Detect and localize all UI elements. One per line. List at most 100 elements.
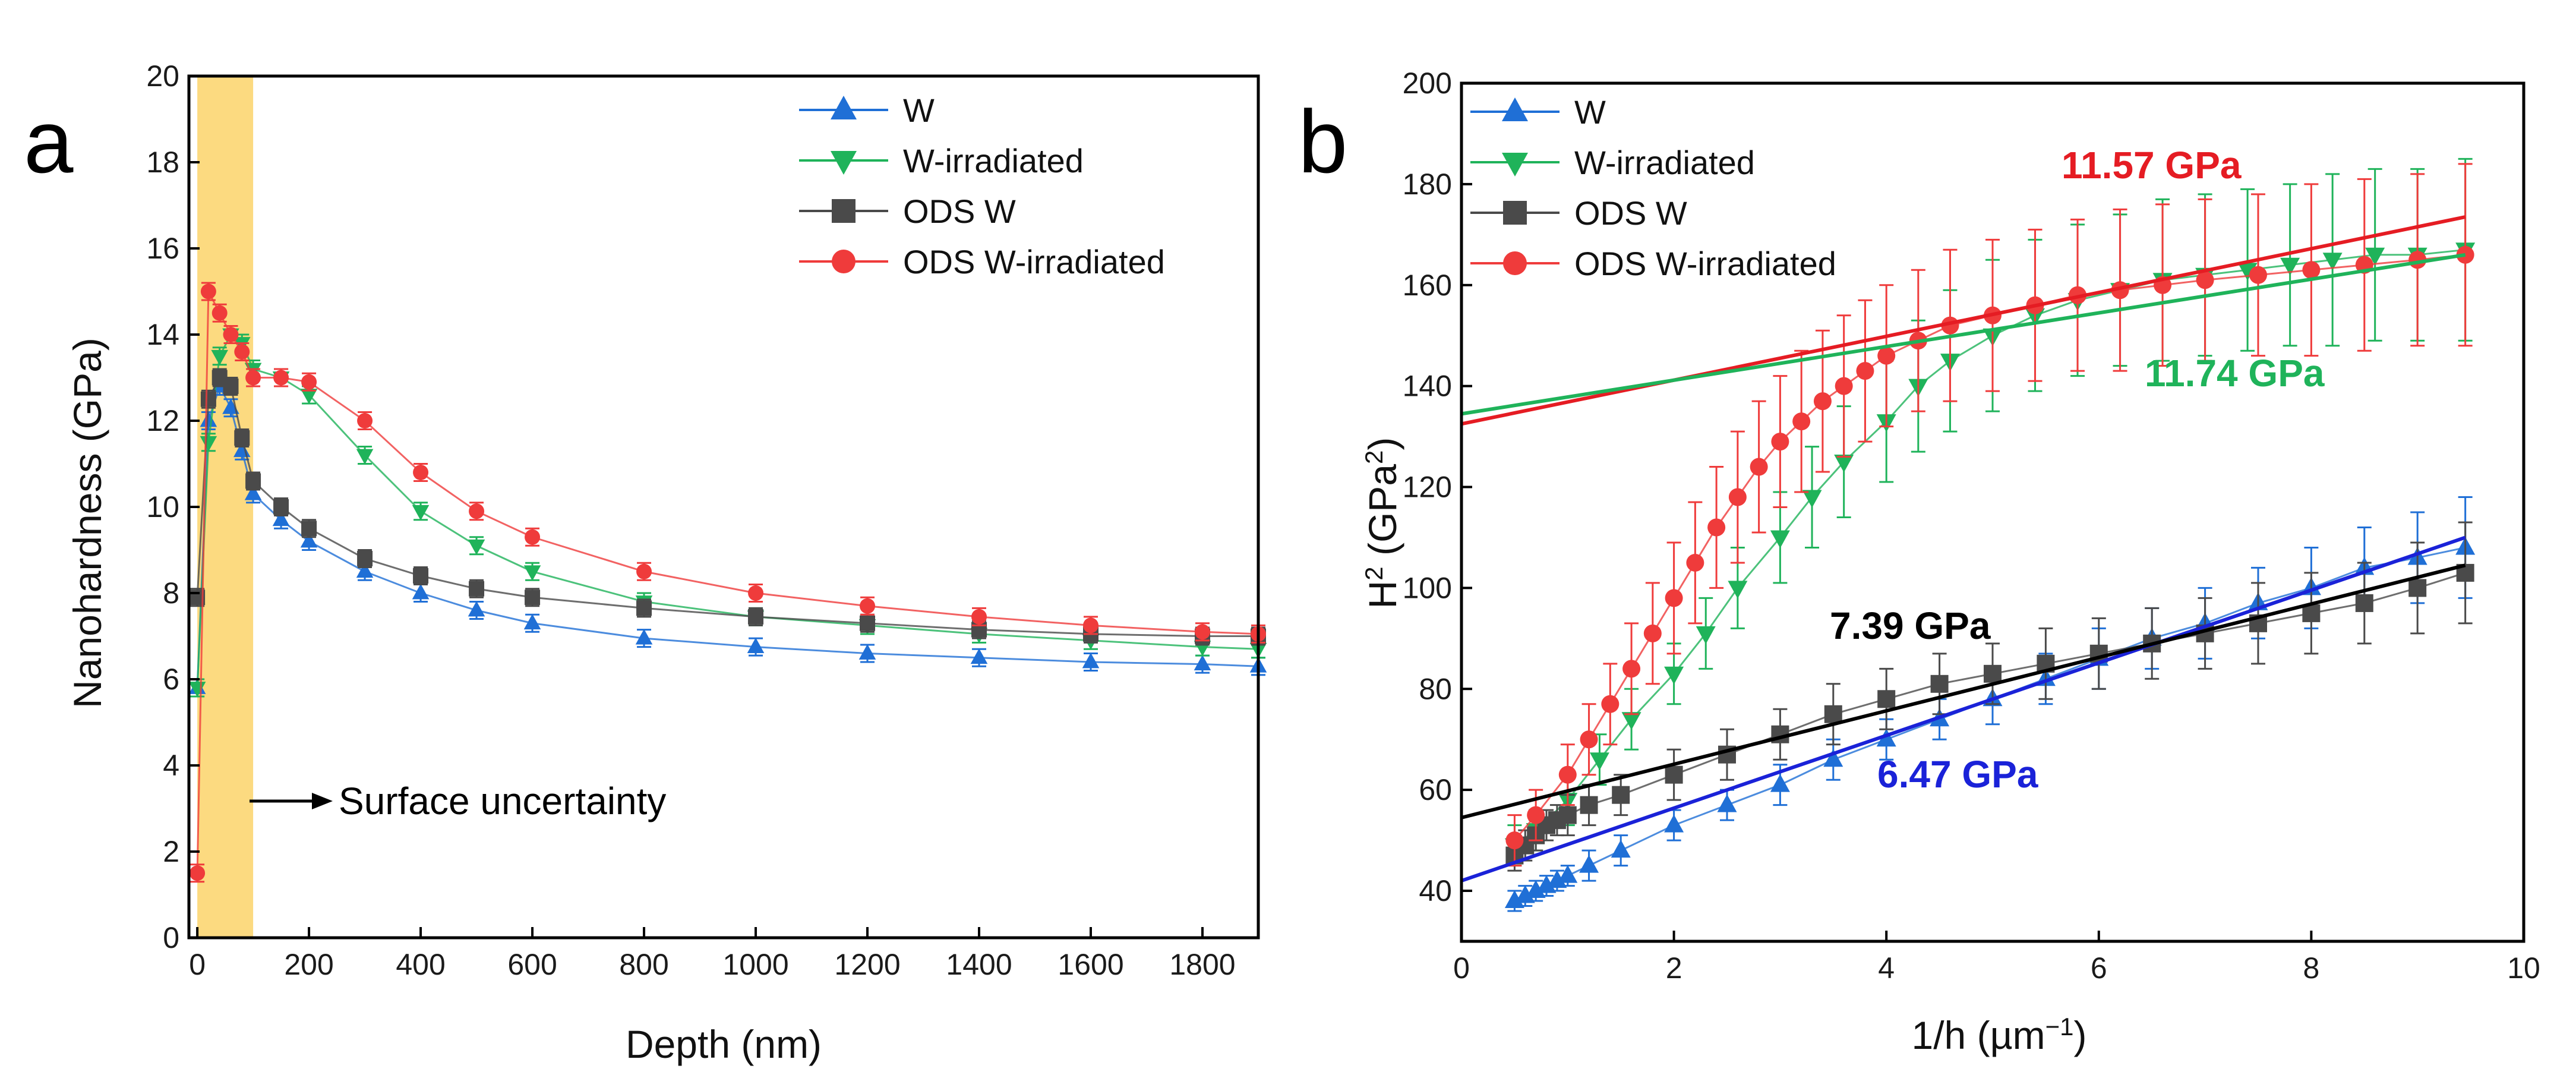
point-ods-w-irradiated — [273, 370, 289, 386]
point-ods-w-irradiated — [1601, 695, 1620, 713]
point-ods-w — [2355, 594, 2373, 612]
point-ods-w-irradiated — [1622, 660, 1641, 678]
point-ods-w-irradiated — [748, 585, 764, 601]
x-tick-label: 10 — [2507, 951, 2540, 985]
point-w-irradiated — [356, 449, 374, 465]
point-w — [272, 510, 290, 527]
legend-marker-w — [1502, 97, 1528, 121]
panel-b-x-axis-label: 1/h (µm−1) — [1912, 1013, 2087, 1058]
point-ods-w — [245, 473, 261, 489]
point-ods-w-irradiated — [1665, 589, 1683, 607]
y-tick-label: 18 — [146, 146, 179, 179]
point-ods-w-irradiated — [2249, 266, 2267, 284]
x-tick-label: 0 — [189, 948, 206, 981]
point-w-irradiated — [200, 436, 217, 452]
point-w — [1579, 855, 1599, 873]
point-w-irradiated — [1728, 581, 1748, 599]
point-ods-w — [1580, 796, 1598, 814]
point-w — [635, 629, 653, 645]
point-ods-w — [223, 379, 239, 394]
point-w — [468, 601, 485, 617]
point-ods-w — [1824, 705, 1842, 723]
panel-a-y-axis-label: Nanohardness (GPa) — [65, 338, 109, 708]
panel-a-label: a — [24, 92, 74, 191]
point-w — [244, 484, 262, 500]
point-w-irradiated — [2365, 247, 2385, 266]
fit-line-ods-w-fit — [1461, 563, 2466, 819]
point-ods-w-irradiated — [245, 370, 261, 386]
point-w — [1082, 653, 1100, 669]
point-ods-w-irradiated — [413, 465, 429, 480]
y-tick-label: 12 — [146, 404, 179, 437]
point-w — [1515, 885, 1535, 903]
x-tick-label: 2 — [1666, 951, 1682, 985]
legend-label-w: W — [903, 92, 935, 129]
point-ods-w — [1612, 786, 1630, 804]
point-w — [200, 411, 217, 427]
x-tick-label: 4 — [1878, 951, 1895, 985]
point-w — [1504, 890, 1524, 909]
point-ods-w — [525, 590, 541, 606]
panel-a-ticks: 0 200 400 600 800 1000 1200 1400 1600 1800 0 2 4 6 8 10… — [146, 59, 1235, 981]
point-ods-w — [1930, 674, 1949, 693]
y-tick-label: 80 — [1419, 672, 1452, 705]
point-w-irradiated — [1696, 626, 1716, 644]
point-w-irradiated — [211, 349, 228, 365]
point-ods-w-irradiated — [1505, 831, 1524, 850]
point-ods-w-irradiated — [1083, 617, 1099, 633]
point-w-irradiated — [1589, 752, 1609, 771]
legend-marker-ods-w — [1503, 201, 1527, 225]
x-tick-label: 1800 — [1169, 948, 1235, 981]
legend-marker-ods-w-irradiated — [832, 250, 855, 273]
panel-b-legend: W W-irradiated ODS W ODS W-irradiated — [1470, 93, 1836, 282]
x-tick-label: 600 — [507, 948, 557, 981]
series-ods-w-irradiated — [190, 282, 1266, 883]
panel-b: b 0 2 4 6 8 10 40 60 80 100 120 140 160 180 200 1/h (µ… — [1298, 67, 2540, 1057]
point-ods-w-irradiated — [1686, 553, 1704, 572]
surface-uncertainty-annotation: Surface uncertainty — [250, 780, 666, 822]
point-w — [1558, 865, 1578, 883]
y-tick-label: 100 — [1403, 571, 1452, 604]
point-w-irradiated — [2280, 257, 2300, 276]
panel-b-axes-frame — [1460, 81, 2526, 943]
point-ods-w-irradiated — [223, 327, 239, 342]
legend-marker-ods-w — [832, 199, 855, 223]
panel-a: a 0 200 400 600 800 1000 1200 1400 1600 1800 0 2 4 6 8… — [24, 59, 1267, 1066]
legend-label-w-irradiated: W-irradiated — [903, 142, 1084, 179]
point-ods-w-irradiated — [1195, 624, 1211, 640]
point-w — [1664, 814, 1684, 833]
x-tick-label: 1200 — [834, 948, 900, 981]
fit-line-ods-w-irradiated-fit — [1461, 215, 2466, 426]
y-tick-label: 14 — [146, 318, 179, 351]
y-tick-label: 20 — [146, 59, 179, 93]
y-tick-label: 160 — [1403, 269, 1452, 302]
point-ods-w — [748, 609, 764, 625]
series-line-ods-w — [196, 376, 1258, 637]
x-tick-label: 1000 — [722, 948, 788, 981]
point-ods-w-irradiated — [1813, 392, 1832, 411]
panel-b-plot-area — [1461, 157, 2476, 912]
y-tick-label: 2 — [163, 835, 179, 868]
point-w — [1611, 840, 1631, 858]
fit-label-w-irradiated: 11.74 GPa — [2145, 352, 2325, 395]
legend-label-w-irradiated: W-irradiated — [1574, 144, 1755, 181]
y-tick-label: 0 — [163, 921, 179, 954]
point-ods-w-irradiated — [469, 503, 485, 519]
point-w — [1717, 794, 1737, 812]
legend-label-ods-w: ODS W — [1574, 194, 1687, 232]
point-ods-w-irradiated — [190, 865, 206, 881]
point-w — [747, 638, 765, 654]
legend-label-ods-w-irradiated: ODS W-irradiated — [903, 243, 1165, 280]
point-ods-w-irradiated — [2196, 271, 2214, 289]
point-w — [300, 532, 318, 548]
point-w-irradiated — [1621, 712, 1641, 730]
panel-a-plot-area — [188, 282, 1267, 883]
point-w-irradiated — [523, 565, 541, 581]
y-tick-label: 120 — [1403, 471, 1452, 504]
point-ods-w-irradiated — [971, 609, 987, 625]
point-ods-w-irradiated — [1856, 362, 1874, 380]
point-w — [1823, 749, 1843, 767]
point-w-irradiated — [2237, 263, 2258, 281]
point-ods-w — [301, 521, 317, 537]
x-tick-label: 200 — [284, 948, 333, 981]
